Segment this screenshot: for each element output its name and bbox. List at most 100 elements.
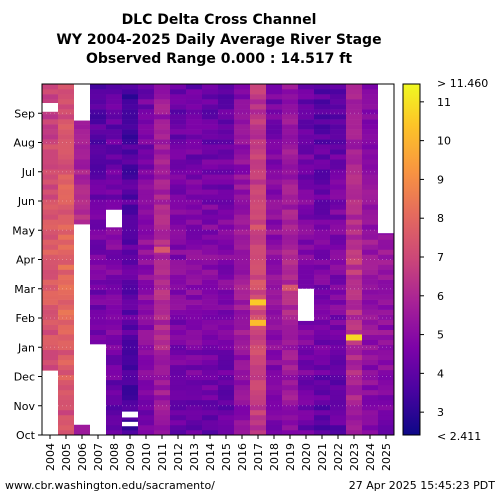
heatmap-cell	[170, 229, 187, 235]
heatmap-cell	[250, 404, 267, 411]
heatmap-cell	[282, 334, 299, 341]
heatmap-cell	[218, 319, 235, 325]
heatmap-cell	[298, 414, 315, 421]
heatmap-cell	[218, 374, 235, 381]
heatmap-cell	[170, 164, 187, 170]
heatmap-cell	[42, 224, 59, 230]
heatmap-cell	[250, 219, 267, 225]
heatmap-cell	[298, 139, 315, 145]
timestamp: 27 Apr 2025 15:45:23 PDT	[349, 479, 496, 492]
colorbar-tick-label: 10	[437, 135, 451, 148]
heatmap-cell	[58, 199, 75, 205]
heatmap-cell	[218, 379, 235, 386]
heatmap-cell	[234, 359, 251, 366]
heatmap-cell	[170, 394, 187, 401]
heatmap-cell	[250, 149, 267, 155]
heatmap-cell	[58, 254, 75, 260]
heatmap-cell	[282, 264, 299, 270]
heatmap-cell	[378, 239, 395, 245]
heatmap-cell	[330, 124, 347, 130]
heatmap-cell	[378, 244, 395, 250]
heatmap-cell	[90, 309, 107, 315]
x-tick-label: 2004	[44, 443, 57, 471]
heatmap-cell	[58, 89, 75, 95]
heatmap-cell	[314, 279, 331, 285]
heatmap-cell	[250, 354, 267, 361]
heatmap-cell	[186, 264, 203, 270]
heatmap-cell	[266, 424, 283, 431]
heatmap-cell	[138, 339, 155, 346]
heatmap-cell	[170, 374, 187, 381]
heatmap-cell	[74, 159, 91, 165]
heatmap-cell	[138, 229, 155, 235]
heatmap-cell	[282, 364, 299, 371]
heatmap-cell	[266, 354, 283, 361]
heatmap-cell	[138, 164, 155, 170]
heatmap-cell	[362, 139, 379, 145]
heatmap-cell	[122, 174, 139, 180]
heatmap-cells	[42, 84, 395, 436]
heatmap-cell	[250, 239, 267, 245]
heatmap-cell	[218, 389, 235, 396]
heatmap-cell	[122, 339, 139, 346]
heatmap-cell	[346, 339, 363, 346]
heatmap-cell	[106, 404, 123, 411]
heatmap-cell	[234, 159, 251, 165]
heatmap-cell	[186, 379, 203, 386]
heatmap-cell	[218, 284, 235, 290]
heatmap-cell	[330, 174, 347, 180]
heatmap-cell	[58, 219, 75, 225]
heatmap-cell	[122, 139, 139, 145]
heatmap-cell	[250, 204, 267, 210]
heatmap-cell	[170, 129, 187, 135]
heatmap-cell	[74, 119, 91, 125]
heatmap-cell	[218, 279, 235, 285]
heatmap-cell	[138, 284, 155, 290]
heatmap-cell	[218, 169, 235, 175]
heatmap-cell	[346, 199, 363, 205]
heatmap-cell	[330, 429, 347, 436]
heatmap-cell	[170, 149, 187, 155]
heatmap-cell	[330, 134, 347, 140]
heatmap-cell	[106, 229, 123, 235]
heatmap-cell	[42, 144, 59, 150]
heatmap-cell	[282, 254, 299, 260]
heatmap-cell	[90, 84, 107, 90]
heatmap-cell	[122, 399, 139, 406]
heatmap-cell	[42, 174, 59, 180]
heatmap-cell	[202, 219, 219, 225]
heatmap-cell	[218, 314, 235, 320]
heatmap-cell	[42, 214, 59, 220]
heatmap-cell	[218, 154, 235, 160]
heatmap-cell	[154, 89, 171, 95]
heatmap-cell	[298, 239, 315, 245]
heatmap-cell	[122, 129, 139, 135]
heatmap-cell	[346, 219, 363, 225]
heatmap-cell	[362, 294, 379, 300]
heatmap-cell	[138, 274, 155, 280]
heatmap-cell	[282, 289, 299, 295]
heatmap-cell	[282, 414, 299, 421]
heatmap-cell	[138, 114, 155, 120]
heatmap-cell	[298, 174, 315, 180]
heatmap-cell	[266, 204, 283, 210]
heatmap-cell	[314, 254, 331, 260]
heatmap-cell	[74, 429, 91, 436]
heatmap-cell	[122, 269, 139, 275]
heatmap-cell	[170, 274, 187, 280]
heatmap-cell	[186, 139, 203, 145]
colorbar-tick-label: 11	[437, 96, 451, 109]
heatmap-cell	[42, 84, 59, 90]
heatmap-cell	[154, 184, 171, 190]
heatmap-cell	[170, 84, 187, 90]
heatmap-cell	[218, 234, 235, 240]
heatmap-cell	[378, 289, 395, 295]
heatmap-cell	[202, 94, 219, 100]
heatmap-cell	[266, 429, 283, 436]
heatmap-cell	[266, 219, 283, 225]
heatmap-cell	[122, 204, 139, 210]
heatmap-cell	[282, 164, 299, 170]
heatmap-cell	[202, 244, 219, 250]
heatmap-cell	[42, 99, 59, 105]
high-stage-cell	[250, 299, 266, 306]
